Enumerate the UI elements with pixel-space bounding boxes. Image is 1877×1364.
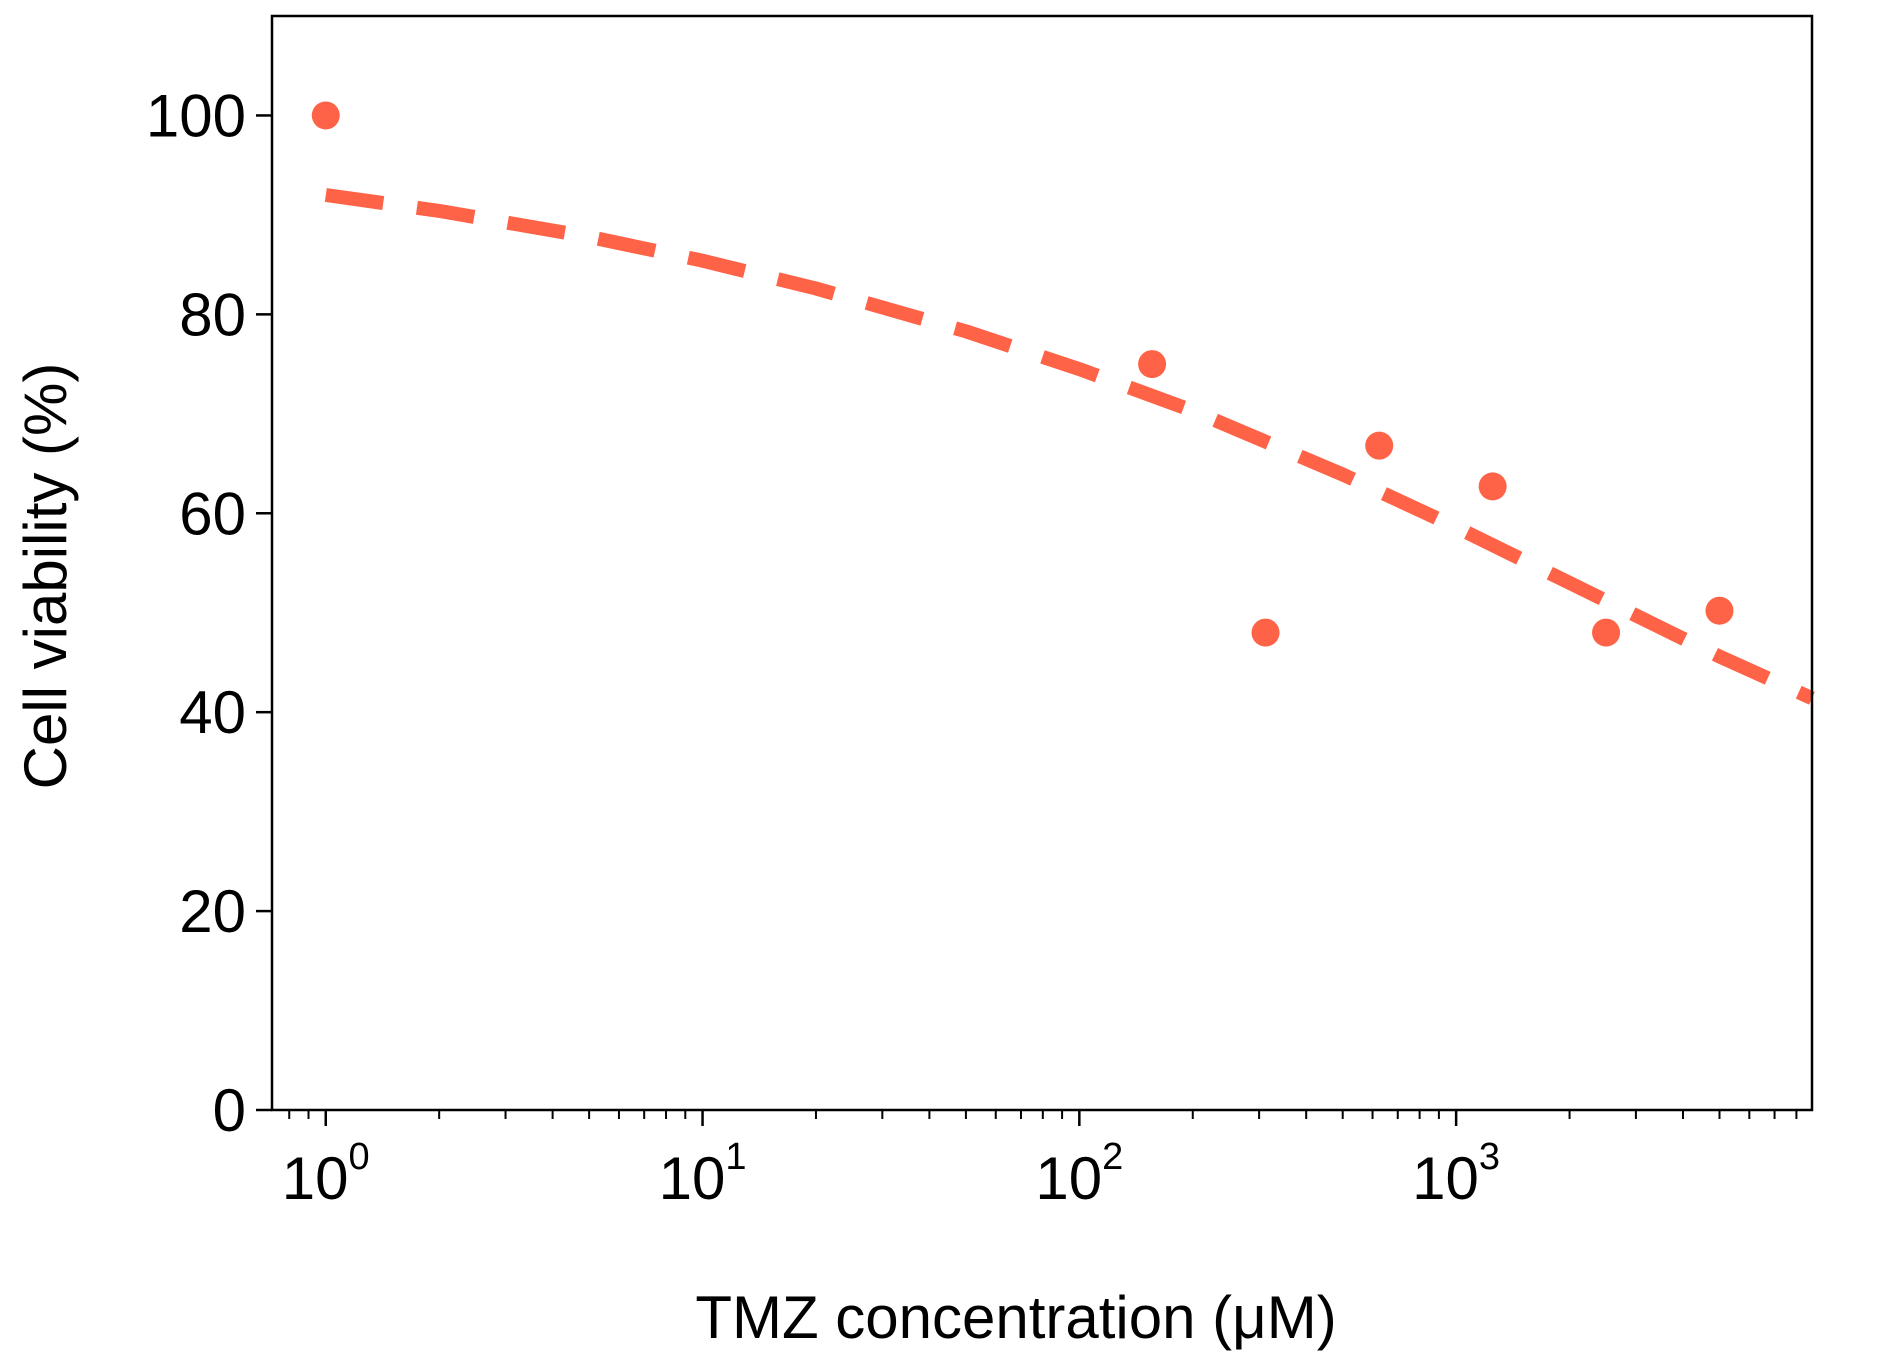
data-point xyxy=(311,101,340,130)
x-tick-label: 101 xyxy=(659,1136,747,1212)
y-tick-label: 40 xyxy=(179,679,246,746)
data-point xyxy=(1251,618,1280,647)
data-point xyxy=(1705,596,1734,625)
plot-area xyxy=(311,101,1815,705)
fit-curve xyxy=(324,188,1815,705)
y-axis-title: Cell viability (%) xyxy=(12,363,79,790)
y-tick-label: 60 xyxy=(179,480,246,547)
x-tick-label: 103 xyxy=(1412,1136,1500,1212)
x-tick-label: 102 xyxy=(1035,1136,1123,1212)
y-tick-label: 20 xyxy=(179,878,246,945)
y-tick-label: 100 xyxy=(146,82,246,149)
data-point xyxy=(1138,350,1167,379)
data-point xyxy=(1365,431,1394,460)
data-point xyxy=(1478,472,1507,501)
y-tick-label: 0 xyxy=(213,1077,246,1144)
axes: 0 20 40 60 80 100 100 101 102 103 xyxy=(146,82,1798,1212)
x-axis-title: TMZ concentration (μM) xyxy=(695,1284,1336,1351)
x-tick-label: 100 xyxy=(282,1136,370,1212)
y-tick-label: 80 xyxy=(179,281,246,348)
data-point xyxy=(1592,618,1621,647)
